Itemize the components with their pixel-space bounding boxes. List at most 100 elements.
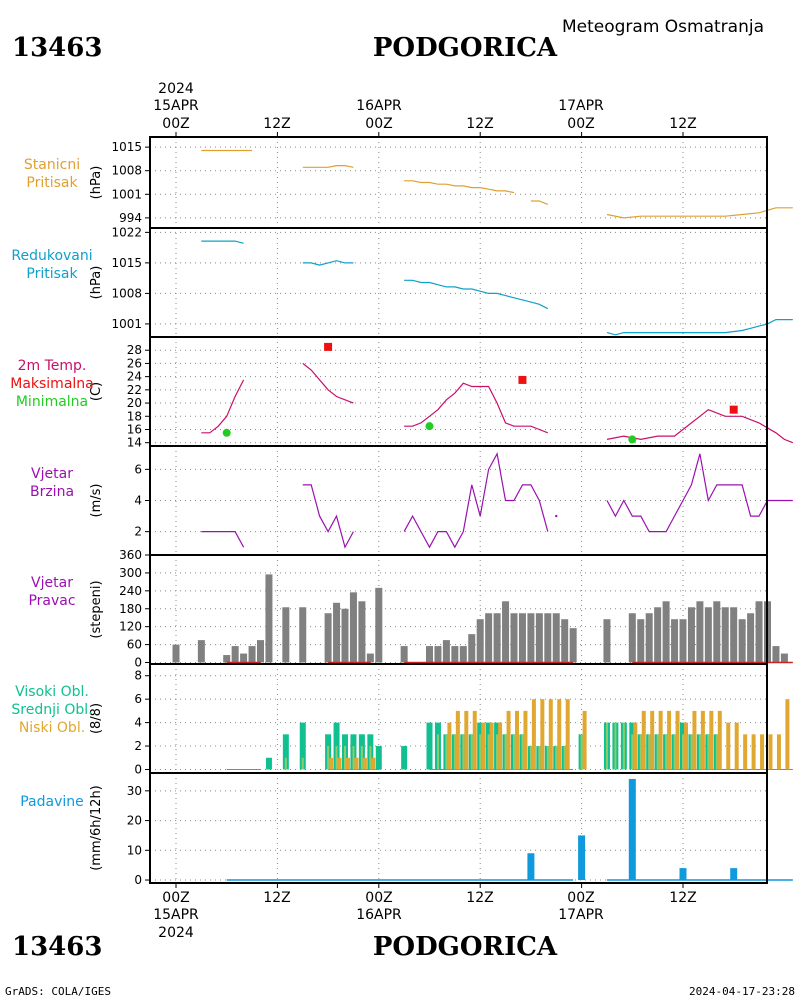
ytick-label: 28 <box>127 343 142 357</box>
wind-direction-bar <box>510 613 518 663</box>
low-cloud-bar <box>346 757 350 770</box>
low-cloud-bar <box>717 710 722 770</box>
ytick-label: 1001 <box>111 317 142 331</box>
wind-direction-bar <box>645 613 653 663</box>
panels-layer: 994100110081015(hPa)StanicniPritisak1001… <box>10 132 794 888</box>
series-point <box>555 514 558 518</box>
mid-cloud-bar <box>614 722 617 770</box>
low-cloud-bar <box>548 699 553 770</box>
wind-direction-bar <box>518 613 526 663</box>
ytick-label: 1008 <box>111 164 142 178</box>
mid-cloud-bar <box>698 734 701 770</box>
wind-direction-bar <box>552 613 560 663</box>
ytick-label: 60 <box>127 638 142 652</box>
panel-frame <box>149 445 768 556</box>
low-cloud-bar <box>684 722 688 770</box>
wind-direction-bar <box>468 634 476 663</box>
wind-direction-bar <box>527 613 535 663</box>
low-cloud-bar <box>354 757 359 770</box>
ytick-label: 20 <box>127 396 142 410</box>
series-line <box>606 409 794 444</box>
low-cloud-bar <box>557 699 562 770</box>
panel-label: Redukovani <box>11 248 92 264</box>
precip-bar <box>628 778 636 881</box>
panel-vjetar_pravac: 0 60 120 180 240 300 360 (stepeni) Vjetar Pravac <box>28 548 793 670</box>
hour-label-6-bottom: 12Z <box>669 890 696 906</box>
series-line <box>530 200 549 205</box>
panel-padavine: 0 10 20 30 (mm/6h/12h) Padavine <box>20 772 793 887</box>
mid-cloud-bar <box>639 734 642 770</box>
wind-direction-bar <box>493 613 501 663</box>
mid-cloud-bar <box>563 746 566 770</box>
low-cloud-bar <box>667 710 672 770</box>
wind-direction-bar <box>721 607 729 663</box>
mid-cloud-bar <box>555 746 558 770</box>
high-cloud-bar <box>375 746 382 770</box>
wind-direction-bar <box>671 619 679 663</box>
precip-bar <box>730 868 738 881</box>
low-cloud-bar <box>650 710 655 770</box>
hour-label-4-bottom: 12Z <box>466 890 493 906</box>
wind-direction-bar <box>358 601 366 663</box>
mid-cloud-bar <box>682 734 684 770</box>
y-axis-label: (m/s) <box>89 484 104 518</box>
low-cloud-bar <box>498 722 503 770</box>
y-axis-label: (C) <box>89 382 104 401</box>
precip-bar <box>679 868 687 881</box>
mid-cloud-bar <box>360 746 363 770</box>
y-axis-label: (hPa) <box>89 266 104 300</box>
hour-label-3-top: 00Z <box>365 116 392 132</box>
precip-bar <box>527 853 535 881</box>
low-cloud-bar <box>464 710 469 770</box>
wind-direction-bar <box>375 587 383 663</box>
low-cloud-bar <box>709 710 714 770</box>
panel-label: Vjetar <box>31 466 73 482</box>
ytick-label: 30 <box>127 784 142 798</box>
low-cloud-bar <box>633 722 638 770</box>
mid-cloud-bar <box>301 757 304 770</box>
ytick-label: 26 <box>127 356 142 370</box>
wind-direction-bar <box>299 607 307 663</box>
wind-direction-bar <box>704 607 712 663</box>
mid-cloud-bar <box>673 734 676 770</box>
wind-direction-bar <box>780 653 788 663</box>
ytick-label: 2 <box>134 739 142 753</box>
low-cloud-bar <box>734 722 739 770</box>
wind-direction-bar <box>426 646 433 663</box>
panel-label: Visoki Obl. <box>15 684 89 700</box>
panel-label: Stanicni <box>24 157 80 173</box>
wind-direction-bar <box>687 607 695 663</box>
mid-cloud-bar <box>665 734 668 770</box>
mid-cloud-bar <box>529 746 532 770</box>
max-temp-marker <box>324 342 333 351</box>
hour-label-4-top: 12Z <box>466 116 493 132</box>
wind-direction-bar <box>341 608 349 663</box>
ytick-label: 24 <box>127 370 142 384</box>
low-cloud-bar <box>692 710 697 770</box>
mid-cloud-bar <box>538 746 541 770</box>
low-cloud-bar <box>481 722 486 770</box>
panel-label: Maksimalna <box>10 376 94 392</box>
station-id: 13463 <box>12 33 102 63</box>
low-cloud-bar <box>523 710 528 770</box>
year-bottom: 2024 <box>158 925 194 941</box>
mid-cloud-bar <box>521 734 524 770</box>
low-cloud-bar <box>531 699 536 770</box>
low-cloud-bar <box>726 722 731 770</box>
low-cloud-bar <box>447 722 452 770</box>
y-axis-label: (hPa) <box>89 166 104 200</box>
wind-direction-bar <box>324 613 332 663</box>
panel-stanicni_pritisak: 994 1001 1008 1015 (hPa) Stanicni Pritisak <box>24 136 793 229</box>
hour-label-5-top: 00Z <box>567 116 594 132</box>
ytick-label: 18 <box>127 409 142 423</box>
ytick-label: 6 <box>134 692 142 706</box>
low-cloud-bar <box>760 734 765 770</box>
panel-label: Pritisak <box>26 266 78 282</box>
day-label-2-bottom: 16APR <box>356 907 402 923</box>
hour-label-1-bottom: 00Z <box>162 890 189 906</box>
series-line <box>404 382 549 434</box>
wind-direction-bar <box>755 601 763 663</box>
wind-direction-bar <box>197 640 205 663</box>
mid-cloud-bar <box>504 734 507 770</box>
